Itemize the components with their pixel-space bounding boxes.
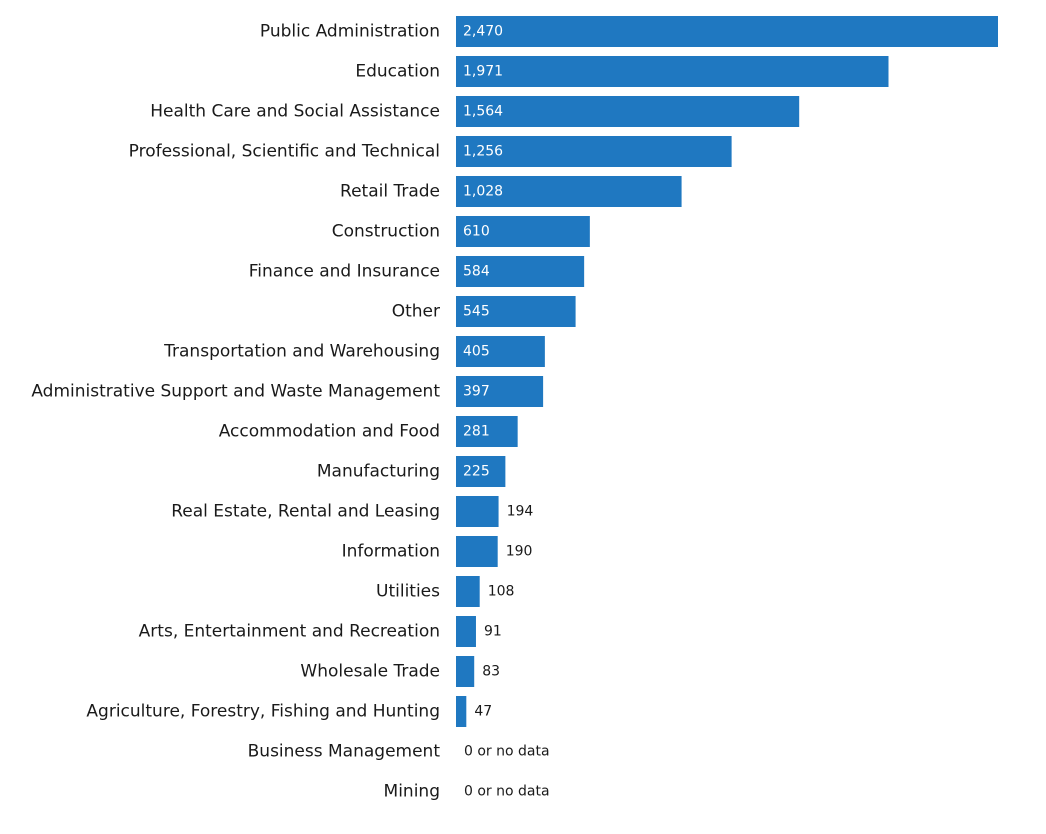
category-label-construction: Construction xyxy=(332,222,440,242)
category-label-accommodation-and-food: Accommodation and Food xyxy=(219,422,440,442)
data-label-professional-scientific-and-technical: 1,256 xyxy=(463,144,503,160)
data-label-health-care-and-social-assistance: 1,564 xyxy=(463,104,503,120)
bar-utilities xyxy=(456,576,480,607)
industry-bar-chart: Public Administration Education Health Car… xyxy=(0,0,1046,834)
bar-public-administration xyxy=(456,16,998,47)
data-label-transportation-and-warehousing: 405 xyxy=(463,344,490,360)
category-label-utilities: Utilities xyxy=(376,582,440,602)
category-label-education: Education xyxy=(355,62,440,82)
data-label-manufacturing: 225 xyxy=(463,464,490,480)
bar-health-care-and-social-assistance xyxy=(456,96,799,127)
bars xyxy=(456,16,998,727)
data-label-agriculture-forestry-fishing-and-hunting: 47 xyxy=(474,704,492,720)
category-labels: Public Administration Education Health Car… xyxy=(31,22,440,802)
data-label-arts-entertainment-and-recreation: 91 xyxy=(484,624,502,640)
bar-wholesale-trade xyxy=(456,656,474,687)
bar-arts-entertainment-and-recreation xyxy=(456,616,476,647)
data-label-wholesale-trade: 83 xyxy=(482,664,500,680)
category-label-transportation-and-warehousing: Transportation and Warehousing xyxy=(163,342,440,362)
data-label-education: 1,971 xyxy=(463,64,503,80)
data-label-utilities: 108 xyxy=(488,584,515,600)
category-label-administrative-support-and-waste-management: Administrative Support and Waste Managem… xyxy=(31,382,440,402)
category-label-finance-and-insurance: Finance and Insurance xyxy=(249,262,440,282)
data-label-construction: 610 xyxy=(463,224,490,240)
data-label-public-administration: 2,470 xyxy=(463,24,503,40)
category-label-agriculture-forestry-fishing-and-hunting: Agriculture, Forestry, Fishing and Hunti… xyxy=(86,702,440,722)
data-label-other: 545 xyxy=(463,304,490,320)
category-label-real-estate-rental-and-leasing: Real Estate, Rental and Leasing xyxy=(171,502,440,522)
category-label-business-management: Business Management xyxy=(248,742,441,762)
category-label-professional-scientific-and-technical: Professional, Scientific and Technical xyxy=(129,142,440,162)
category-label-health-care-and-social-assistance: Health Care and Social Assistance xyxy=(150,102,440,122)
bar-education xyxy=(456,56,889,87)
category-label-mining: Mining xyxy=(384,782,440,802)
data-label-finance-and-insurance: 584 xyxy=(463,264,490,280)
category-label-retail-trade: Retail Trade xyxy=(340,182,440,202)
category-label-wholesale-trade: Wholesale Trade xyxy=(300,662,440,682)
data-label-real-estate-rental-and-leasing: 194 xyxy=(507,504,534,520)
data-label-accommodation-and-food: 281 xyxy=(463,424,490,440)
data-label-information: 190 xyxy=(506,544,533,560)
bar-information xyxy=(456,536,498,567)
category-label-other: Other xyxy=(392,302,440,322)
bar-real-estate-rental-and-leasing xyxy=(456,496,499,527)
data-label-administrative-support-and-waste-management: 397 xyxy=(463,384,490,400)
category-label-public-administration: Public Administration xyxy=(260,22,440,42)
bar-agriculture-forestry-fishing-and-hunting xyxy=(456,696,466,727)
category-label-information: Information xyxy=(342,542,440,562)
data-label-mining: 0 or no data xyxy=(464,784,550,800)
data-label-business-management: 0 or no data xyxy=(464,744,550,760)
category-label-manufacturing: Manufacturing xyxy=(317,462,440,482)
data-label-retail-trade: 1,028 xyxy=(463,184,503,200)
category-label-arts-entertainment-and-recreation: Arts, Entertainment and Recreation xyxy=(139,622,440,642)
